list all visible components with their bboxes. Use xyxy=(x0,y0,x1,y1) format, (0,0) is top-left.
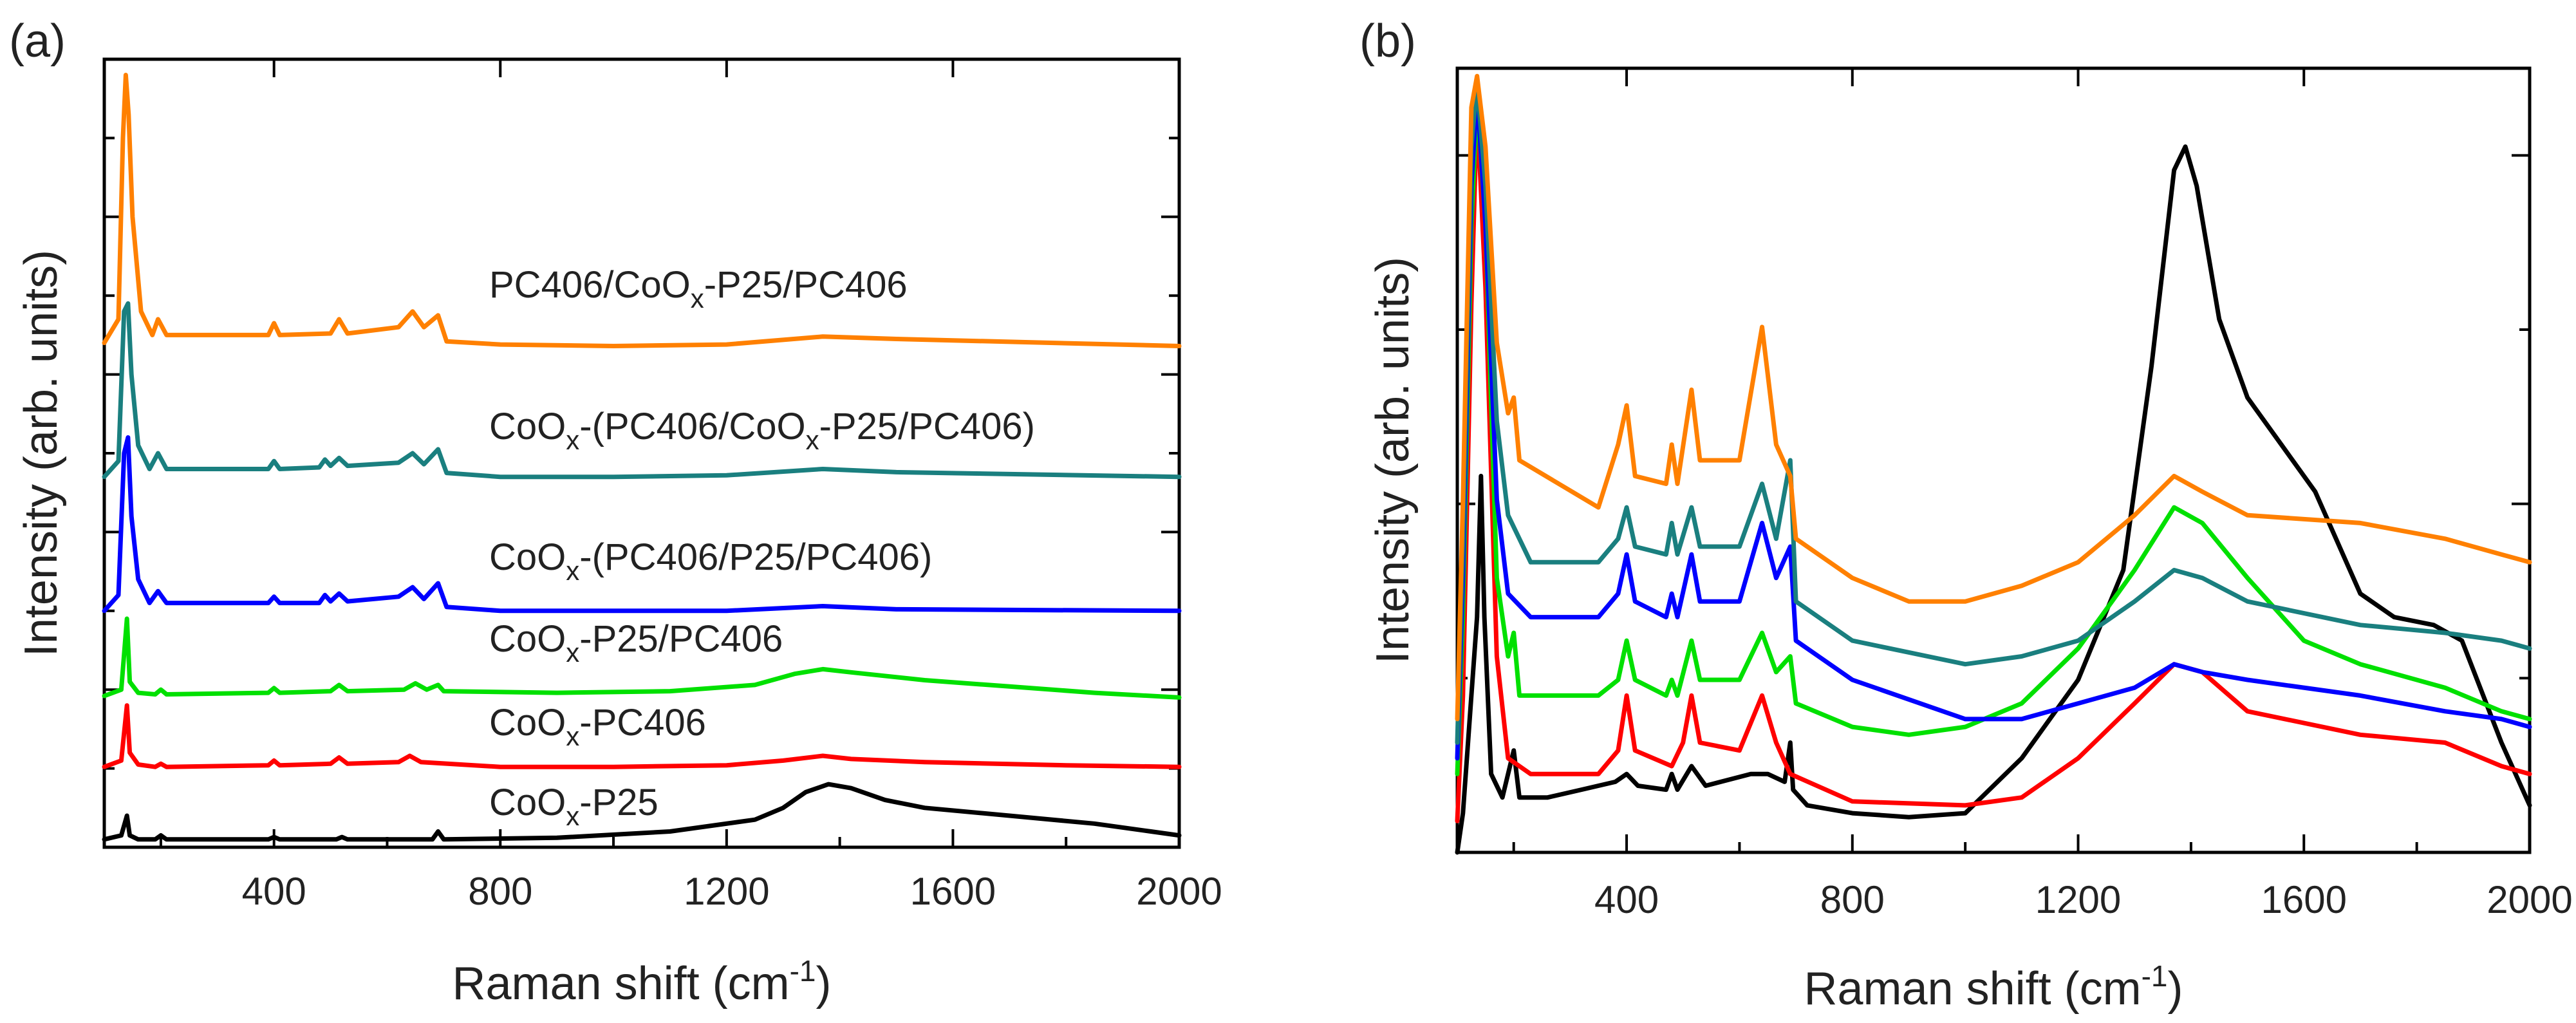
plot-area-b: 400 800 1200 1600 2000 xyxy=(1455,66,2573,921)
series-line-a-2 xyxy=(102,616,1182,700)
series-labels-a: PC406/CoOx-P25/PC406 CoOx-(PC406/CoOx-P2… xyxy=(489,264,1035,831)
x-tick-label-1600: 1600 xyxy=(2261,878,2347,921)
plot-area-a: 400 800 1200 1600 2000 xyxy=(102,57,1222,913)
series-line-a-3 xyxy=(102,435,1182,614)
x-axis-label-a: Raman shift (cm-1) xyxy=(453,954,832,1009)
x-tick-label-800: 800 xyxy=(468,870,532,913)
series-label-coox-pc406-coox-p25-pc406: CoOx-(PC406/CoOx-P25/PC406) xyxy=(489,406,1035,455)
series-curves-b xyxy=(1455,73,2532,855)
series-line-b-4 xyxy=(1455,81,2532,745)
series-line-b-0 xyxy=(1455,144,2532,855)
series-label-pc406-coox-p25-pc406: PC406/CoOx-P25/PC406 xyxy=(489,264,908,314)
ticks-a: 400 800 1200 1600 2000 xyxy=(104,59,1222,913)
series-label-coox-p25: CoOx-P25 xyxy=(489,782,658,831)
x-tick-label-2000: 2000 xyxy=(2487,878,2572,921)
y-axis-label-a: Intensity (arb. units) xyxy=(15,250,67,657)
panel-a: (a) 400 800 1200 1600 2000 Raman shift (cm-1… xyxy=(9,15,1222,1009)
x-tick-label-800: 800 xyxy=(1820,878,1885,921)
ticks-b: 400 800 1200 1600 2000 xyxy=(1457,68,2573,921)
panel-tag-a: (a) xyxy=(9,15,66,67)
series-curves-a xyxy=(102,73,1182,842)
x-tick-label-400: 400 xyxy=(242,870,306,913)
x-tick-label-400: 400 xyxy=(1594,878,1659,921)
series-label-coox-pc406-p25-pc406: CoOx-(PC406/P25/PC406) xyxy=(489,536,932,586)
series-label-coox-pc406: CoOx-PC406 xyxy=(489,702,706,751)
series-line-b-5 xyxy=(1455,73,2532,722)
series-line-a-5 xyxy=(102,73,1182,348)
x-tick-label-1600: 1600 xyxy=(910,870,996,913)
x-axis-label-b: Raman shift (cm-1) xyxy=(1804,959,2183,1015)
x-tick-label-2000: 2000 xyxy=(1136,870,1222,913)
series-line-b-2 xyxy=(1455,97,2532,776)
panel-b: (b) 400 800 1200 1600 2000 Raman shift (cm-1… xyxy=(1359,15,2573,1015)
series-line-a-1 xyxy=(102,703,1182,769)
x-tick-label-1200: 1200 xyxy=(2035,878,2121,921)
panel-tag-b: (b) xyxy=(1359,15,1416,67)
series-label-coox-p25-pc406: CoOx-P25/PC406 xyxy=(489,618,783,668)
series-line-a-4 xyxy=(102,301,1182,480)
x-tick-label-1200: 1200 xyxy=(684,870,769,913)
y-axis-label-b: Intensity (arb. units) xyxy=(1367,257,1419,664)
series-line-a-0 xyxy=(102,782,1182,842)
axes-frame-b xyxy=(1455,66,2532,854)
series-line-b-3 xyxy=(1455,89,2532,761)
